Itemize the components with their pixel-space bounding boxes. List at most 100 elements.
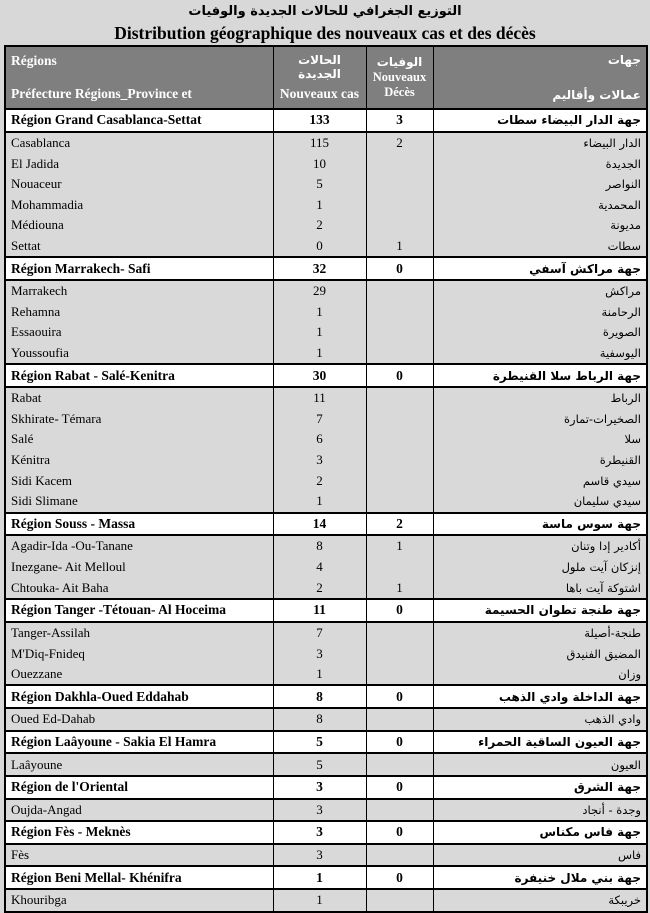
row-name-french: Fès [4, 843, 274, 867]
row-name-french: Oued Ed-Dahab [4, 708, 274, 731]
header-deaths-french-line2: Décès [384, 85, 415, 99]
row-name-french: Sidi Kacem [4, 470, 274, 491]
titles-block: التوزيع الجغرافي للحالات الجديدة والوفيا… [0, 0, 650, 44]
row-name-arabic: وزان [432, 663, 648, 686]
row-new-deaths [365, 279, 434, 302]
row-name-arabic: مديونة [432, 215, 648, 236]
row-name-arabic: خريبكة [432, 888, 648, 912]
row-name-arabic: جهة الدار البيضاء سطات [432, 108, 648, 133]
row-new-cases: 3 [272, 798, 367, 822]
row-new-deaths [365, 173, 434, 195]
row-new-cases: 5 [272, 173, 367, 195]
row-name-french: Tanger-Assilah [4, 621, 274, 644]
row-name-arabic: وادي الذهب [432, 708, 648, 731]
province-row: Sidi Kacem 2 سيدي قاسم [4, 470, 648, 491]
row-new-deaths [365, 888, 434, 912]
province-row: Salé 6 سلا [4, 429, 648, 450]
row-new-deaths [365, 470, 434, 491]
row-new-cases: 5 [272, 729, 367, 755]
row-name-arabic: فاس [432, 843, 648, 867]
row-name-arabic: وجدة - أنجاد [432, 798, 648, 822]
row-new-deaths: 0 [365, 820, 434, 845]
row-name-french: Région Marrakech- Safi [4, 256, 274, 281]
row-new-cases: 1 [272, 301, 367, 323]
row-new-deaths [365, 429, 434, 450]
row-new-deaths [365, 753, 434, 776]
table-header: Régions Préfecture Régions_Province et ا… [4, 45, 648, 110]
row-new-cases: 11 [272, 598, 367, 623]
row-name-arabic: المضيق الفنيدق [432, 643, 648, 664]
row-name-french: Agadir-Ida -Ou-Tanane [4, 535, 274, 557]
row-new-cases: 2 [272, 577, 367, 600]
row-name-arabic: جهة العيون الساقية الحمراء [432, 729, 648, 755]
region-row: Région Fès - Meknès 3 0 جهة فاس مكناس [4, 820, 648, 845]
province-row: Khouribga 1 خريبكة [4, 888, 648, 912]
row-new-deaths: 2 [365, 131, 434, 154]
row-new-cases: 2 [272, 470, 367, 491]
header-jihat-line2: عمالات وأقاليم [552, 88, 641, 102]
province-row: Chtouka- Ait Baha 2 1 اشتوكة آيت باها [4, 577, 648, 600]
province-row: Tanger-Assilah 7 طنجة-أصيلة [4, 621, 648, 644]
province-row: Oued Ed-Dahab 8 وادي الذهب [4, 708, 648, 731]
row-name-arabic: أكادير إدا وتنان [432, 535, 648, 557]
row-new-cases: 8 [272, 535, 367, 557]
row-name-arabic: طنجة-أصيلة [432, 621, 648, 644]
province-row: Kénitra 3 القنيطرة [4, 449, 648, 471]
header-row: Régions Préfecture Régions_Province et ا… [4, 45, 648, 110]
region-row: Région Grand Casablanca-Settat 133 3 جهة… [4, 108, 648, 133]
row-name-french: Région Rabat - Salé-Kenitra [4, 363, 274, 388]
row-name-arabic: مراكش [432, 279, 648, 302]
header-deaths: الوفيات Nouveaux Décès [365, 45, 434, 110]
row-name-french: Région Tanger -Tétouan- Al Hoceima [4, 598, 274, 623]
row-new-cases: 8 [272, 684, 367, 710]
row-new-cases: 10 [272, 153, 367, 174]
province-row: Casablanca 115 2 الدار البيضاء [4, 131, 648, 154]
row-name-french: Région Laâyoune - Sakia El Hamra [4, 729, 274, 755]
row-new-deaths: 0 [365, 774, 434, 800]
row-name-french: Oujda-Angad [4, 798, 274, 822]
region-row: Région Souss - Massa 14 2 جهة سوس ماسة [4, 511, 648, 537]
row-name-french: Mohammadia [4, 194, 274, 216]
row-new-cases: 7 [272, 621, 367, 644]
row-name-french: Région Grand Casablanca-Settat [4, 108, 274, 133]
row-new-cases: 0 [272, 235, 367, 258]
row-new-cases: 29 [272, 279, 367, 302]
row-name-french: El Jadida [4, 153, 274, 174]
header-deaths-french-line1: Nouveaux [372, 70, 427, 84]
row-new-cases: 8 [272, 708, 367, 731]
header-jihat: جهات عمالات وأقاليم [432, 45, 648, 110]
row-name-french: Ouezzane [4, 663, 274, 686]
row-new-deaths [365, 663, 434, 686]
row-new-deaths [365, 408, 434, 430]
row-name-french: Région Souss - Massa [4, 511, 274, 537]
province-row: Nouaceur 5 النواصر [4, 173, 648, 195]
row-new-deaths [365, 490, 434, 513]
province-row: M'Diq-Fnideq 3 المضيق الفنيدق [4, 643, 648, 664]
row-new-deaths [365, 215, 434, 236]
row-new-cases: 30 [272, 363, 367, 388]
province-row: Laâyoune 5 العيون [4, 753, 648, 776]
row-name-arabic: الجديدة [432, 153, 648, 174]
province-row: El Jadida 10 الجديدة [4, 153, 648, 174]
row-new-deaths: 0 [365, 865, 434, 890]
province-row: Rehamna 1 الرحامنة [4, 301, 648, 323]
row-name-french: Essaouira [4, 322, 274, 343]
row-new-deaths: 0 [365, 729, 434, 755]
row-new-deaths [365, 301, 434, 323]
row-name-french: M'Diq-Fnideq [4, 643, 274, 664]
row-new-cases: 11 [272, 386, 367, 409]
row-new-cases: 5 [272, 753, 367, 776]
province-row: Fès 3 فاس [4, 843, 648, 867]
row-new-cases: 2 [272, 215, 367, 236]
row-name-arabic: الصويرة [432, 322, 648, 343]
header-regions-line2: Préfecture Régions_Province et [11, 86, 192, 101]
row-new-cases: 133 [272, 108, 367, 133]
row-new-deaths: 3 [365, 108, 434, 133]
row-name-french: Youssoufia [4, 342, 274, 365]
row-new-cases: 1 [272, 322, 367, 343]
row-name-french: Sidi Slimane [4, 490, 274, 513]
row-name-arabic: جهة بني ملال خنيفرة [432, 865, 648, 890]
row-new-deaths [365, 322, 434, 343]
province-row: Marrakech 29 مراكش [4, 279, 648, 302]
